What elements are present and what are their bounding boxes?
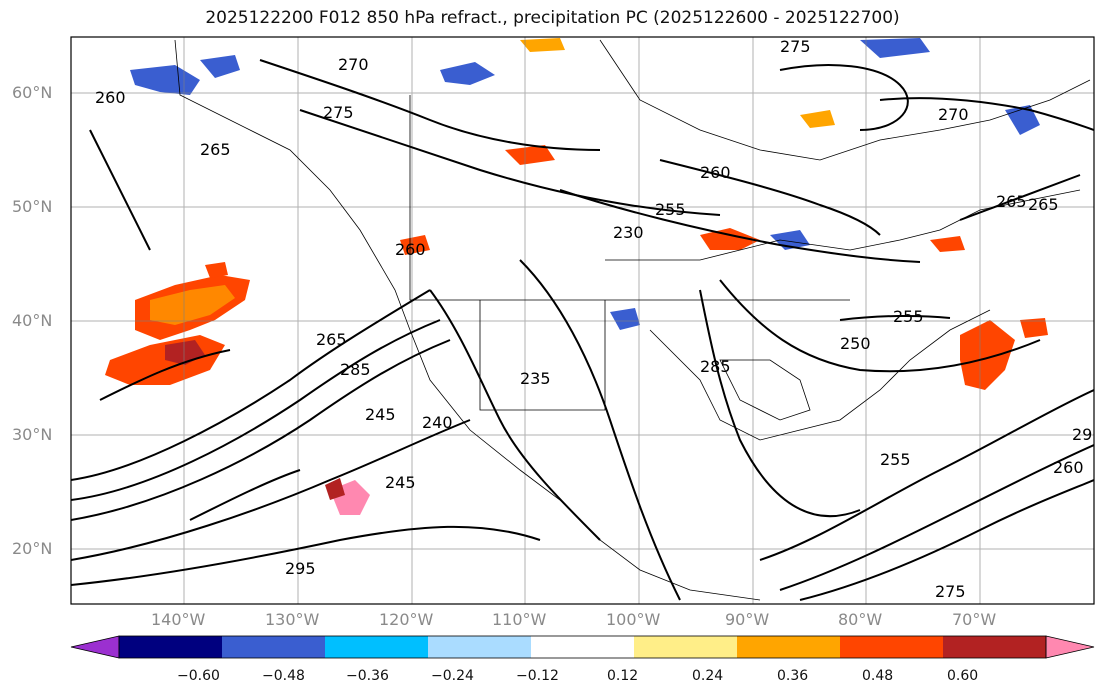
lon-label: 110°W	[492, 610, 547, 629]
colorbar-extend-low	[70, 635, 120, 659]
contour-label: 260	[1053, 458, 1084, 477]
contour-label: 260	[700, 163, 731, 182]
colorbar-tick-label: 0.12	[607, 668, 639, 684]
contour-label: 230	[613, 223, 644, 242]
colorbar	[70, 635, 1095, 659]
colorbar-tick-label: 0.24	[692, 668, 724, 684]
contour-label: 255	[893, 307, 924, 326]
colorbar-tick-label: 0.36	[777, 668, 809, 684]
contour-label: 270	[938, 105, 969, 124]
lon-label: 100°W	[606, 610, 661, 629]
colorbar-bin	[840, 636, 944, 658]
colorbar-tick-label: −0.12	[516, 668, 559, 684]
contour-label: 245	[365, 405, 396, 424]
lon-label: 130°W	[265, 610, 320, 629]
precipitation-shading	[105, 38, 1048, 515]
contour-label: 265	[200, 140, 231, 159]
contour-label: 295	[285, 559, 316, 578]
contour-label: 255	[655, 200, 686, 219]
refractivity-contours	[71, 59, 1094, 601]
contour-label-group: 270 275 260 265 285 255 260 265 270 275 …	[95, 37, 1103, 601]
contour-label: 285	[700, 357, 731, 376]
lat-label: 50°N	[12, 197, 53, 216]
contour-label: 265	[316, 330, 347, 349]
lon-label: 90°W	[725, 610, 770, 629]
contour-label: 275	[780, 37, 811, 56]
colorbar-tick-label: −0.24	[431, 668, 474, 684]
contour-label: 245	[385, 473, 416, 492]
colorbar-bin	[325, 636, 429, 658]
colorbar-tick-label: −0.60	[177, 668, 220, 684]
lat-label: 30°N	[12, 425, 53, 444]
colorbar-extend-high	[1045, 635, 1095, 659]
colorbar-tick-label: −0.48	[262, 668, 305, 684]
map-title: 2025122200 F012 850 hPa refract., precip…	[205, 8, 900, 28]
colorbar-frame	[118, 635, 1047, 659]
lon-label: 70°W	[952, 610, 997, 629]
colorbar-bin	[943, 636, 1047, 658]
contour-label: 250	[840, 334, 871, 353]
colorbar-bin	[119, 636, 223, 658]
colorbar-tick-label: 0.48	[862, 668, 894, 684]
contour-label: 260	[395, 240, 426, 259]
colorbar-tick-label: 0.60	[947, 668, 979, 684]
colorbar-tick-label: −0.36	[346, 668, 389, 684]
contour-label: 240	[422, 413, 453, 432]
contour-label: 290	[1072, 425, 1103, 444]
colorbar-bin	[634, 636, 738, 658]
contour-label: 270	[338, 55, 369, 74]
graticule	[71, 37, 1094, 604]
contour-label: 260	[95, 88, 126, 107]
colorbar-bin	[428, 636, 532, 658]
contour-label: 255	[880, 450, 911, 469]
contour-label: 265	[996, 192, 1027, 211]
coastlines-borders	[174, 39, 1091, 601]
contour-label: 275	[323, 103, 354, 122]
colorbar-bin	[737, 636, 841, 658]
map-frame	[70, 36, 1095, 605]
lon-label: 80°W	[838, 610, 883, 629]
contour-label: 285	[340, 360, 371, 379]
lat-label: 60°N	[12, 83, 53, 102]
colorbar-bin	[531, 636, 635, 658]
lon-label: 120°W	[379, 610, 434, 629]
colorbar-bin	[222, 636, 326, 658]
contour-label: 275	[935, 582, 966, 601]
lat-label: 20°N	[12, 539, 53, 558]
contour-label: 265	[1028, 195, 1059, 214]
lat-label: 40°N	[12, 311, 53, 330]
contour-label: 235	[520, 369, 551, 388]
lon-label: 140°W	[151, 610, 206, 629]
